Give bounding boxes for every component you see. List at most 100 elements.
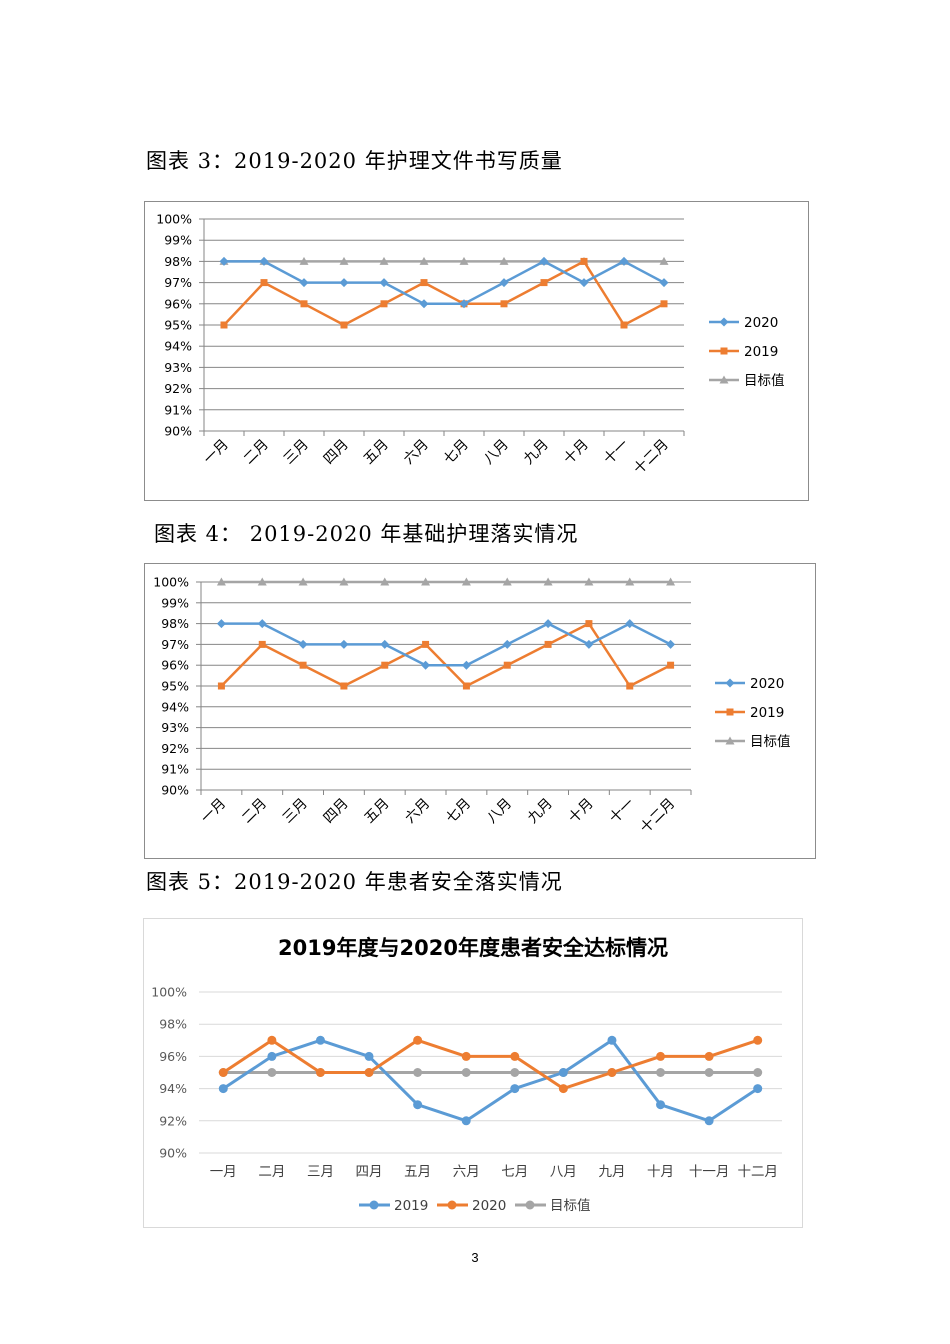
legend-marker <box>725 678 735 688</box>
data-point <box>585 620 593 628</box>
x-tick-label: 八月 <box>481 437 512 468</box>
data-point <box>626 682 634 690</box>
chart-caption-3: 图表 3：2019-2020 年护理文件书写质量 <box>146 149 563 173</box>
y-tick-label: 96% <box>164 296 192 311</box>
data-point <box>666 577 676 586</box>
x-tick-label: 二月 <box>258 1164 285 1180</box>
y-tick-label: 99% <box>161 595 189 610</box>
data-point <box>300 300 308 308</box>
series-line-1 <box>224 260 665 306</box>
data-point <box>580 257 588 265</box>
x-tick-label: 十二月 <box>631 437 672 478</box>
data-point <box>510 1051 520 1061</box>
x-tick-label: 八月 <box>484 796 515 827</box>
data-point <box>267 1068 277 1077</box>
data-point <box>656 1068 666 1077</box>
data-point <box>753 1084 763 1094</box>
data-point <box>584 577 594 586</box>
data-point <box>413 1100 423 1110</box>
data-point <box>503 661 511 669</box>
data-point <box>607 1035 617 1045</box>
y-tick-label: 96% <box>159 1049 187 1064</box>
data-point <box>704 1068 714 1077</box>
data-point <box>500 300 508 308</box>
y-tick-label: 98% <box>164 254 192 269</box>
data-point <box>659 256 669 265</box>
data-point <box>340 321 348 329</box>
legend-label: 2020 <box>750 676 784 692</box>
legend-marker <box>447 1200 457 1210</box>
x-tick-label: 八月 <box>550 1164 577 1180</box>
data-point <box>461 660 471 670</box>
data-point <box>461 577 471 586</box>
data-point <box>510 1068 520 1077</box>
legend-label: 2020 <box>472 1198 506 1214</box>
data-point <box>422 640 430 648</box>
y-tick-label: 96% <box>161 658 189 673</box>
x-tick-label: 七月 <box>443 796 474 827</box>
y-tick-label: 99% <box>164 233 192 248</box>
data-point <box>461 1068 471 1077</box>
chart-caption-4: 图表 4： 2019-2020 年基础护理落实情况 <box>154 522 579 546</box>
x-tick-label: 十二月 <box>737 1164 778 1180</box>
x-tick-label: 十一 <box>606 796 637 827</box>
data-point <box>660 300 668 308</box>
data-point <box>502 639 512 649</box>
data-point <box>298 639 308 649</box>
data-point <box>218 1084 228 1094</box>
data-point <box>298 577 308 586</box>
data-point <box>299 278 309 288</box>
x-tick-label: 七月 <box>501 1164 528 1180</box>
data-point <box>218 1068 228 1077</box>
line-chart-patient-safety: 2019年度与2020年度患者安全达标情况 90% 92% 94% 96% 98% 100%… <box>151 936 782 1214</box>
series-line-1 <box>222 1038 759 1123</box>
x-tick-label: 十一 <box>601 437 632 468</box>
y-tick-label: 94% <box>164 339 192 354</box>
x-tick-label: 四月 <box>356 1164 383 1180</box>
legend-marker <box>719 317 729 327</box>
data-point <box>364 1068 374 1077</box>
y-tick-label: 100% <box>151 985 187 1000</box>
data-point <box>459 299 469 309</box>
data-point <box>619 256 629 266</box>
legend-marker <box>725 736 735 745</box>
chart-frame-5: 2019年度与2020年度患者安全达标情况 90% 92% 94% 96% 98% 100%… <box>143 918 803 1228</box>
y-tick-label: 90% <box>161 783 189 798</box>
data-point <box>666 639 676 649</box>
x-tick-label: 十月 <box>647 1164 674 1180</box>
data-point <box>257 619 267 629</box>
data-point <box>421 660 431 670</box>
y-tick-label: 100% <box>153 575 189 590</box>
data-point <box>339 278 349 288</box>
series-line-2 <box>222 1038 759 1091</box>
data-point <box>540 279 548 287</box>
data-point <box>558 1068 568 1077</box>
x-tick-label: 六月 <box>453 1164 480 1180</box>
data-point <box>299 256 309 265</box>
y-tick-label: 90% <box>159 1146 187 1161</box>
x-tick-label: 九月 <box>525 796 556 827</box>
x-tick-label: 七月 <box>441 437 472 468</box>
legend-label: 2020 <box>744 315 778 331</box>
data-point <box>217 682 225 690</box>
data-point <box>753 1068 763 1077</box>
data-point <box>421 577 431 586</box>
y-tick-label: 91% <box>164 402 192 417</box>
chart-title: 2019年度与2020年度患者安全达标情况 <box>278 936 668 960</box>
data-point <box>461 1116 471 1126</box>
x-tick-label: 十月 <box>566 796 597 827</box>
legend-marker <box>719 375 729 384</box>
data-point <box>339 639 349 649</box>
data-point <box>339 577 349 586</box>
data-point <box>625 577 635 586</box>
data-point <box>257 577 267 586</box>
data-point <box>753 1035 763 1045</box>
y-tick-label: 98% <box>159 1017 187 1032</box>
data-point <box>667 661 675 669</box>
legend-label: 2019 <box>744 344 778 360</box>
line-chart-writing-quality: 90% 91% 92% 93% 94% 95% 96% 97% 98% 99% 100% 一月 二月 三月… <box>156 212 784 478</box>
data-point <box>607 1068 617 1077</box>
x-tick-label: 五月 <box>361 437 392 468</box>
line-chart-basic-care: 90% 91% 92% 93% 94% 95% 96% 97% 98% 99% 100% 一月 二月 三月… <box>153 575 790 837</box>
y-tick-label: 94% <box>161 699 189 714</box>
